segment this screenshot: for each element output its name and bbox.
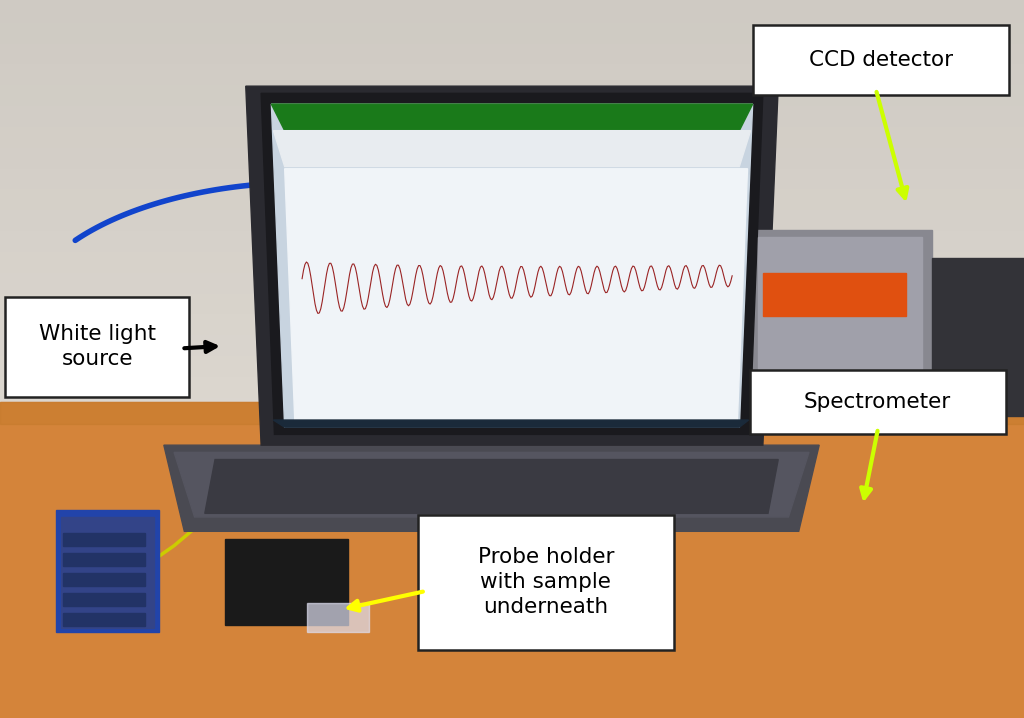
Text: White light
source: White light source: [39, 325, 156, 369]
Polygon shape: [174, 452, 809, 517]
Bar: [0, 312, 1024, 333]
Text: Spectrometer: Spectrometer: [804, 392, 951, 412]
Bar: [0, 167, 1024, 187]
Polygon shape: [271, 104, 753, 131]
Bar: [0, 62, 1024, 83]
FancyBboxPatch shape: [750, 370, 1006, 434]
Bar: [0, 21, 1024, 42]
Bar: [0, 0, 1024, 21]
Bar: [0, 292, 1024, 312]
Bar: [0, 333, 1024, 354]
Bar: [0, 208, 1024, 229]
FancyBboxPatch shape: [753, 25, 1009, 95]
Bar: [0, 375, 1024, 396]
Bar: [0, 146, 1024, 167]
Bar: [56, 510, 159, 632]
Polygon shape: [246, 86, 778, 445]
Bar: [0, 125, 1024, 146]
Bar: [0, 250, 1024, 271]
Bar: [932, 258, 1024, 416]
Bar: [0, 104, 1024, 125]
Bar: [0, 402, 1024, 424]
Text: CCD detector: CCD detector: [809, 50, 952, 70]
Bar: [63, 593, 145, 606]
Bar: [307, 603, 369, 632]
Bar: [63, 613, 145, 626]
Bar: [0, 83, 1024, 104]
Bar: [225, 538, 348, 625]
Bar: [0, 271, 1024, 292]
Bar: [0, 0, 1024, 416]
Bar: [748, 230, 932, 431]
Polygon shape: [273, 420, 749, 427]
Bar: [0, 187, 1024, 208]
Bar: [0, 396, 1024, 416]
Polygon shape: [285, 169, 748, 424]
Bar: [0, 229, 1024, 250]
Polygon shape: [271, 104, 753, 427]
Polygon shape: [273, 131, 751, 167]
Bar: [758, 237, 922, 424]
Text: Probe holder
with sample
underneath: Probe holder with sample underneath: [477, 548, 614, 617]
Bar: [63, 573, 145, 586]
Bar: [0, 402, 1024, 718]
Polygon shape: [164, 445, 819, 531]
Polygon shape: [205, 460, 778, 513]
Bar: [763, 273, 906, 316]
Bar: [63, 553, 145, 566]
Bar: [0, 42, 1024, 62]
Bar: [61, 517, 154, 628]
Bar: [63, 533, 145, 546]
Bar: [0, 354, 1024, 375]
FancyBboxPatch shape: [418, 515, 674, 650]
FancyBboxPatch shape: [5, 297, 189, 397]
Polygon shape: [261, 93, 763, 434]
